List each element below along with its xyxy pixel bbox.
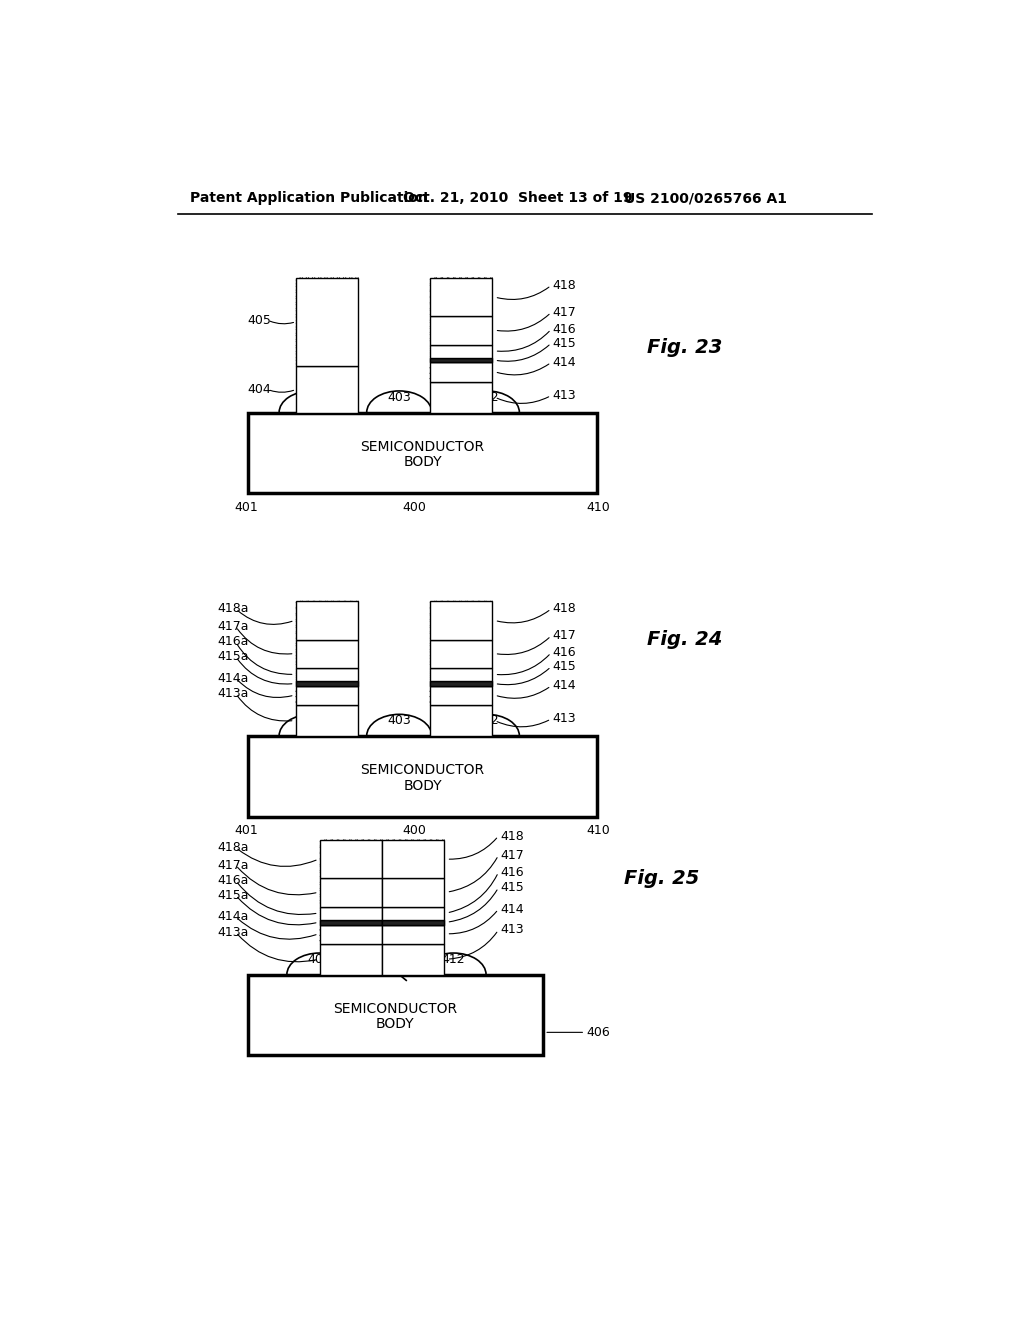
Text: 412: 412 (475, 391, 499, 404)
Text: US 2100/0265766 A1: US 2100/0265766 A1 (624, 191, 787, 206)
Bar (296, 601, 358, 640)
Bar (430, 277, 493, 317)
Text: 414a: 414a (217, 911, 249, 924)
Text: 402: 402 (300, 714, 324, 727)
Text: 413a: 413a (217, 925, 249, 939)
Text: 418: 418 (500, 829, 523, 842)
Text: 416a: 416a (217, 635, 249, 648)
Text: 416: 416 (500, 866, 523, 879)
Bar (321, 907, 382, 920)
Text: 414a: 414a (217, 672, 249, 685)
Text: 415a: 415a (217, 649, 249, 663)
Bar (321, 840, 382, 878)
Text: 417a: 417a (217, 859, 249, 871)
Text: 418: 418 (553, 279, 577, 292)
Bar (430, 358, 493, 363)
Bar (382, 920, 444, 924)
Text: 416: 416 (553, 323, 577, 335)
Text: 410: 410 (587, 500, 610, 513)
Text: Fig. 23: Fig. 23 (647, 338, 723, 356)
Text: 401: 401 (234, 824, 258, 837)
Bar (296, 640, 358, 668)
Text: SEMICONDUCTOR: SEMICONDUCTOR (360, 763, 484, 777)
Bar (382, 920, 444, 924)
Bar (430, 640, 493, 668)
Bar (430, 363, 493, 381)
Bar (296, 366, 358, 412)
Bar (382, 840, 444, 878)
Text: 415: 415 (553, 660, 577, 673)
Text: 415a: 415a (217, 888, 249, 902)
Bar (248, 974, 543, 1056)
Bar (430, 681, 493, 686)
Text: 414: 414 (553, 680, 577, 693)
Text: 400: 400 (402, 500, 427, 513)
Text: BODY: BODY (403, 455, 441, 469)
Text: 415: 415 (500, 880, 523, 894)
Bar (430, 345, 493, 358)
Text: 416: 416 (553, 647, 577, 659)
Text: 414: 414 (553, 356, 577, 370)
Bar (321, 920, 382, 924)
Bar (430, 601, 493, 640)
Text: BODY: BODY (403, 779, 441, 792)
Text: 402: 402 (307, 953, 332, 966)
Bar (321, 924, 382, 944)
Bar (430, 686, 493, 705)
Text: 417: 417 (553, 630, 577, 643)
Bar (248, 737, 597, 817)
Text: 400: 400 (402, 824, 427, 837)
Text: Oct. 21, 2010  Sheet 13 of 19: Oct. 21, 2010 Sheet 13 of 19 (403, 191, 633, 206)
Text: 417a: 417a (217, 620, 249, 634)
Bar (296, 668, 358, 681)
Text: 406: 406 (587, 1026, 610, 1039)
Bar (296, 686, 358, 705)
Bar (382, 878, 444, 907)
Text: SEMICONDUCTOR: SEMICONDUCTOR (334, 1002, 458, 1016)
Bar (430, 317, 493, 345)
Text: 410: 410 (587, 824, 610, 837)
Text: 413: 413 (500, 924, 523, 936)
Text: Patent Application Publication: Patent Application Publication (190, 191, 428, 206)
Text: 418a: 418a (217, 841, 249, 854)
Bar (296, 277, 358, 367)
Text: 417: 417 (553, 306, 577, 319)
Bar (430, 705, 493, 737)
Text: Fig. 25: Fig. 25 (624, 869, 699, 888)
Bar (382, 907, 444, 920)
Bar (248, 413, 597, 494)
Text: 417: 417 (500, 849, 523, 862)
Bar (321, 944, 382, 974)
Text: 404: 404 (248, 383, 271, 396)
Text: 416a: 416a (217, 874, 249, 887)
Text: Fig. 24: Fig. 24 (647, 630, 723, 649)
Text: 414: 414 (500, 903, 523, 916)
Bar (382, 924, 444, 944)
Bar (430, 381, 493, 412)
Text: 403: 403 (387, 714, 411, 727)
Bar (296, 681, 358, 686)
Bar (321, 920, 382, 924)
Text: SEMICONDUCTOR: SEMICONDUCTOR (360, 440, 484, 454)
Text: 403: 403 (387, 391, 411, 404)
Text: 418: 418 (553, 602, 577, 615)
Text: 401: 401 (234, 500, 258, 513)
Text: 413: 413 (553, 713, 577, 726)
Text: 413a: 413a (217, 686, 249, 700)
Text: 413: 413 (553, 389, 577, 403)
Bar (321, 878, 382, 907)
Bar (430, 358, 493, 363)
Bar (430, 668, 493, 681)
Text: 402: 402 (300, 391, 324, 404)
Text: 405: 405 (248, 314, 271, 326)
Text: 418a: 418a (217, 602, 249, 615)
Text: 412: 412 (441, 953, 465, 966)
Text: 415: 415 (553, 337, 577, 350)
Bar (430, 681, 493, 686)
Bar (296, 681, 358, 686)
Text: 412: 412 (475, 714, 499, 727)
Bar (296, 705, 358, 737)
Bar (382, 944, 444, 974)
Text: BODY: BODY (376, 1018, 415, 1031)
